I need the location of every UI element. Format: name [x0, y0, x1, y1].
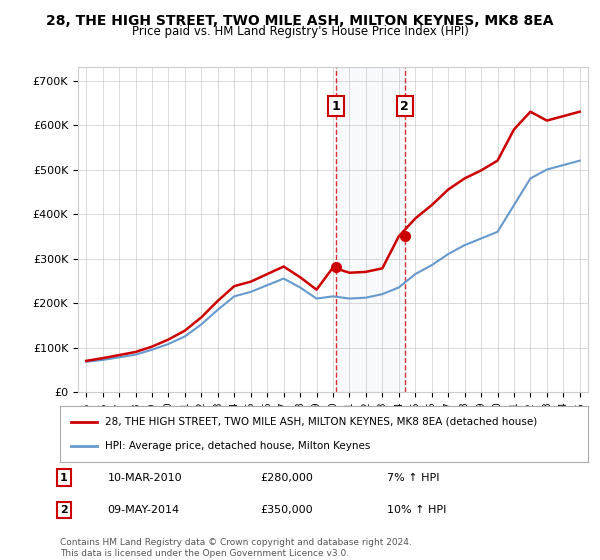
Bar: [336, 67, 405, 392]
Text: 7% ↑ HPI: 7% ↑ HPI: [388, 473, 440, 483]
Text: 1: 1: [60, 473, 68, 483]
Text: 10% ↑ HPI: 10% ↑ HPI: [388, 505, 447, 515]
Text: This data is licensed under the Open Government Licence v3.0.: This data is licensed under the Open Gov…: [60, 549, 349, 558]
Text: 28, THE HIGH STREET, TWO MILE ASH, MILTON KEYNES, MK8 8EA: 28, THE HIGH STREET, TWO MILE ASH, MILTO…: [46, 14, 554, 28]
Text: £350,000: £350,000: [260, 505, 313, 515]
Text: 2: 2: [400, 100, 409, 113]
Text: Contains HM Land Registry data © Crown copyright and database right 2024.: Contains HM Land Registry data © Crown c…: [60, 538, 412, 547]
Text: HPI: Average price, detached house, Milton Keynes: HPI: Average price, detached house, Milt…: [105, 441, 370, 451]
Text: 09-MAY-2014: 09-MAY-2014: [107, 505, 179, 515]
Text: 2: 2: [60, 505, 68, 515]
Text: 1: 1: [332, 100, 341, 113]
Text: Price paid vs. HM Land Registry's House Price Index (HPI): Price paid vs. HM Land Registry's House …: [131, 25, 469, 38]
Text: 10-MAR-2010: 10-MAR-2010: [107, 473, 182, 483]
Text: 28, THE HIGH STREET, TWO MILE ASH, MILTON KEYNES, MK8 8EA (detached house): 28, THE HIGH STREET, TWO MILE ASH, MILTO…: [105, 417, 537, 427]
Text: £280,000: £280,000: [260, 473, 314, 483]
